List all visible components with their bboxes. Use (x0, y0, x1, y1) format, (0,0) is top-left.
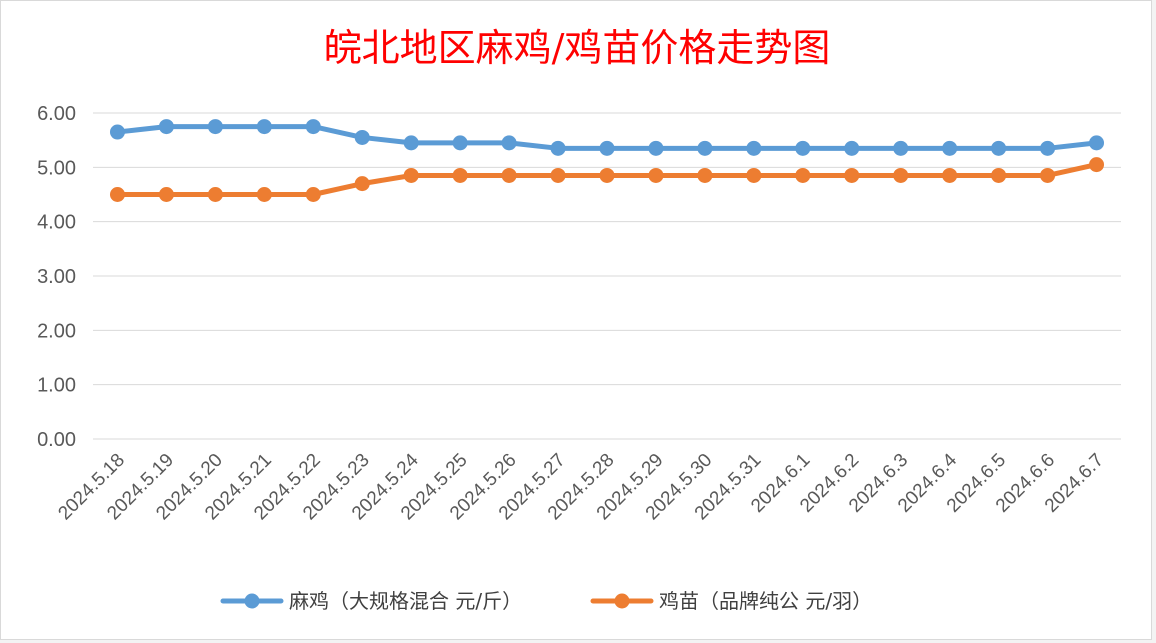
y-tick-label: 3.00 (37, 266, 76, 288)
data-point[interactable] (354, 129, 370, 145)
y-tick-label: 5.00 (37, 157, 76, 179)
legend-item[interactable]: 鸡苗（品牌纯公 元/羽） (590, 589, 872, 613)
data-point[interactable] (403, 167, 419, 183)
data-point[interactable] (109, 187, 125, 202)
data-point[interactable] (942, 140, 958, 156)
data-point[interactable] (305, 187, 321, 202)
data-point[interactable] (746, 140, 762, 156)
legend-label: 麻鸡（大规格混合 元/斤） (289, 589, 522, 613)
x-axis-tick-labels: 2024.5.182024.5.192024.5.202024.5.212024… (54, 449, 1108, 524)
data-point[interactable] (795, 140, 811, 156)
data-point[interactable] (256, 187, 272, 202)
data-point[interactable] (207, 119, 223, 135)
data-point[interactable] (844, 167, 860, 183)
data-point[interactable] (697, 140, 713, 156)
data-point[interactable] (550, 140, 566, 156)
data-point[interactable] (942, 167, 958, 183)
y-tick-label: 0.00 (37, 429, 76, 451)
data-point[interactable] (109, 124, 125, 140)
data-point[interactable] (1089, 135, 1105, 151)
data-point[interactable] (403, 135, 419, 151)
series-lines (109, 119, 1105, 202)
data-point[interactable] (501, 167, 517, 183)
data-point[interactable] (844, 140, 860, 156)
legend-label: 鸡苗（品牌纯公 元/羽） (659, 589, 872, 613)
data-point[interactable] (550, 167, 566, 183)
data-point[interactable] (452, 135, 468, 151)
legend-marker (614, 593, 630, 609)
data-point[interactable] (207, 187, 223, 202)
data-point[interactable] (991, 167, 1007, 183)
data-point[interactable] (599, 167, 615, 183)
data-point[interactable] (599, 140, 615, 156)
data-point[interactable] (893, 167, 909, 183)
data-point[interactable] (893, 140, 909, 156)
data-point[interactable] (158, 119, 174, 135)
data-point[interactable] (991, 140, 1007, 156)
legend: 麻鸡（大规格混合 元/斤） 鸡苗（品牌纯公 元/羽） (220, 589, 872, 613)
data-point[interactable] (452, 167, 468, 183)
data-point[interactable] (795, 167, 811, 183)
chart-title: 皖北地区麻鸡/鸡苗价格走势图 (324, 26, 831, 70)
data-point[interactable] (648, 167, 664, 183)
data-point[interactable] (256, 119, 272, 135)
data-point[interactable] (354, 176, 370, 192)
y-axis-tick-labels: 0.00 1.00 2.00 3.00 4.00 5.00 6.00 (37, 103, 76, 451)
data-point[interactable] (697, 167, 713, 183)
series-1 (109, 119, 1105, 156)
y-tick-label: 6.00 (37, 103, 76, 125)
y-tick-label: 1.00 (37, 375, 76, 397)
series-2 (109, 157, 1105, 202)
data-point[interactable] (1040, 140, 1056, 156)
y-tick-label: 4.00 (37, 212, 76, 234)
legend-marker (244, 593, 260, 609)
gridlines (93, 112, 1121, 440)
data-point[interactable] (648, 140, 664, 156)
y-tick-label: 2.00 (37, 320, 76, 342)
legend-item[interactable]: 麻鸡（大规格混合 元/斤） (220, 589, 522, 613)
data-point[interactable] (746, 167, 762, 183)
data-point[interactable] (1040, 167, 1056, 183)
data-point[interactable] (501, 135, 517, 151)
data-point[interactable] (305, 119, 321, 135)
data-point[interactable] (158, 187, 174, 202)
data-point[interactable] (1089, 157, 1105, 173)
